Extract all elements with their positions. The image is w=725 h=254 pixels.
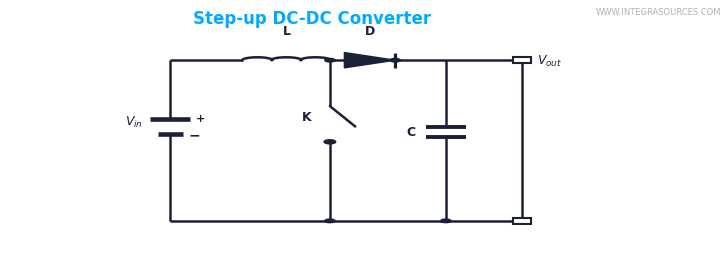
Text: C: C (406, 126, 415, 138)
Circle shape (325, 59, 335, 63)
Text: Step-up DC-DC Converter: Step-up DC-DC Converter (193, 10, 431, 28)
Text: K: K (302, 110, 312, 123)
Text: WWW.INTEGRASOURCES.COM: WWW.INTEGRASOURCES.COM (596, 8, 721, 17)
Text: L: L (282, 25, 291, 38)
Bar (513, 58, 531, 64)
Text: D: D (365, 25, 375, 38)
Circle shape (390, 59, 400, 63)
Circle shape (441, 219, 451, 223)
Circle shape (325, 219, 335, 223)
Bar (513, 218, 531, 224)
Circle shape (324, 140, 336, 144)
Text: +: + (196, 114, 205, 124)
Polygon shape (344, 53, 395, 69)
Text: $V_{in}$: $V_{in}$ (125, 114, 143, 130)
Text: −: − (188, 128, 201, 142)
Text: $V_{out}$: $V_{out}$ (536, 53, 562, 69)
